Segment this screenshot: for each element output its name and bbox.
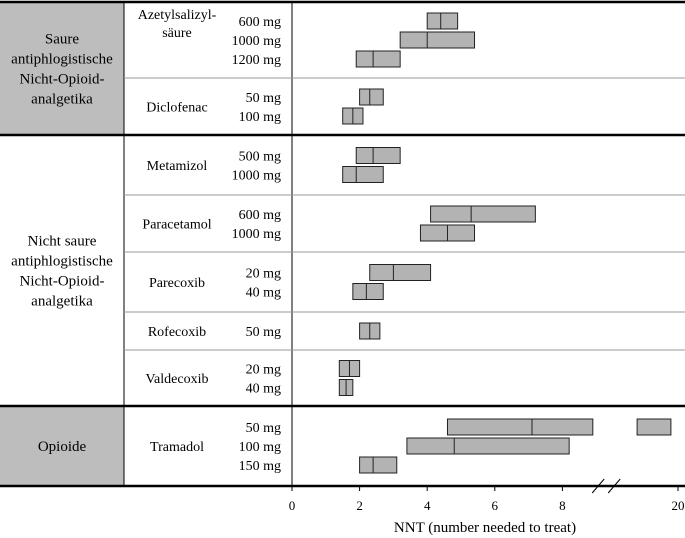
nnt-range-bar <box>359 456 398 474</box>
x-tick-label: 2 <box>356 498 363 513</box>
nnt-range-bar <box>426 12 459 30</box>
nnt-range-bar <box>399 31 476 49</box>
dose-label: 1000 mg <box>232 34 281 49</box>
category-label: Nicht-Opioid- <box>20 72 105 88</box>
group-shade <box>0 406 124 486</box>
dose-label: 600 mg <box>239 15 281 30</box>
axis-break-mark <box>607 478 621 494</box>
drug-name: Rofecoxib <box>148 325 206 340</box>
dose-label: 20 mg <box>246 267 281 282</box>
dose-label: 50 mg <box>246 421 281 436</box>
nnt-range-bar <box>406 437 570 455</box>
dose-label: 40 mg <box>246 286 281 301</box>
dose-label: 600 mg <box>239 208 281 223</box>
x-tick-label: 6 <box>492 498 499 513</box>
dose-label: 1000 mg <box>232 227 281 242</box>
drug-name: Tramadol <box>150 440 204 455</box>
dose-label: 500 mg <box>239 150 281 165</box>
category-label: Nicht-Opioid- <box>20 274 105 290</box>
drug-name: Valdecoxib <box>146 372 209 387</box>
nnt-range-bar <box>369 264 432 281</box>
category-label: antiphlogistische <box>11 254 113 270</box>
drug-name: Azetylsalizyl- <box>138 8 217 23</box>
group-shade <box>0 2 124 135</box>
drug-name: Diclofenac <box>146 101 207 116</box>
category-label: analgetika <box>31 294 93 310</box>
x-tick-label: 8 <box>559 498 566 513</box>
nnt-range-bar <box>342 166 384 183</box>
category-label: analgetika <box>31 92 93 108</box>
dose-label: 50 mg <box>246 325 281 340</box>
x-tick-label: 4 <box>424 498 431 513</box>
dose-label: 20 mg <box>246 363 281 378</box>
category-label: Nicht saure <box>28 234 97 250</box>
dose-label: 100 mg <box>239 110 281 125</box>
dose-label: 1200 mg <box>232 53 281 68</box>
drug-name: Paracetamol <box>142 218 211 233</box>
category-label: Opioide <box>38 439 87 455</box>
drug-name: Metamizol <box>147 159 208 174</box>
dose-label: 100 mg <box>239 440 281 455</box>
nnt-range-bar <box>446 418 594 436</box>
nnt-range-bar <box>352 283 384 300</box>
axis-break-mark <box>591 478 605 494</box>
dose-label: 50 mg <box>246 91 281 106</box>
drug-name: säure <box>162 26 192 41</box>
drug-name: Parecoxib <box>149 276 205 291</box>
dose-label: 1000 mg <box>232 169 281 184</box>
x-tick-label: 20 <box>672 498 685 513</box>
nnt-range-bar <box>359 88 384 106</box>
dose-label: 150 mg <box>239 459 281 474</box>
dose-label: 40 mg <box>246 382 281 397</box>
category-label: antiphlogistische <box>11 52 113 68</box>
nnt-range-bar <box>430 205 536 223</box>
x-axis-title: NNT (number needed to treat) <box>394 520 576 536</box>
category-label: Saure <box>45 32 79 48</box>
x-tick-label: 0 <box>289 498 296 513</box>
nnt-range-bar-extension <box>636 418 672 436</box>
nnt-range-bar <box>355 50 401 68</box>
nnt-range-bar <box>355 147 401 164</box>
